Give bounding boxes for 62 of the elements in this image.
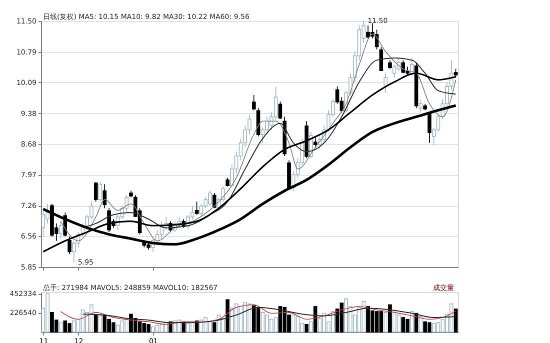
bar — [226, 299, 230, 332]
bar — [388, 304, 392, 332]
candlestick — [46, 203, 50, 224]
bar — [252, 305, 256, 332]
bar — [116, 324, 120, 332]
bar — [142, 323, 146, 332]
candlestick — [384, 72, 388, 94]
candlestick — [418, 98, 423, 113]
bar — [160, 324, 164, 332]
bar — [243, 302, 248, 332]
bar — [322, 312, 326, 332]
bar — [98, 315, 102, 332]
candlestick — [98, 182, 102, 202]
bar — [146, 324, 150, 332]
bar — [124, 318, 128, 332]
bar — [155, 324, 160, 332]
bar — [410, 311, 414, 332]
bar — [374, 311, 379, 332]
bar — [309, 321, 313, 332]
candlestick — [313, 136, 318, 148]
bar — [379, 311, 384, 332]
bar — [58, 322, 63, 332]
bar — [46, 293, 50, 332]
bar — [63, 320, 68, 332]
candlestick — [199, 203, 204, 218]
candlestick — [278, 101, 282, 120]
bar — [432, 323, 436, 332]
bar — [362, 300, 366, 332]
bar — [260, 312, 265, 332]
candlestick — [94, 182, 98, 202]
candlestick — [194, 201, 199, 216]
line-series — [82, 306, 456, 324]
bar — [282, 306, 287, 332]
line-series — [82, 58, 456, 228]
bar — [230, 308, 234, 332]
bar — [396, 314, 401, 332]
bar — [296, 316, 300, 332]
candlestick — [58, 220, 63, 240]
bar — [454, 308, 458, 332]
candlestick — [41, 210, 46, 237]
candlestick — [252, 94, 256, 111]
bar — [94, 314, 98, 332]
bar — [72, 320, 76, 332]
bar — [436, 322, 440, 332]
bar — [151, 326, 155, 332]
candlestick — [392, 64, 396, 78]
bar — [204, 317, 208, 332]
bar — [401, 317, 406, 332]
bar — [304, 324, 308, 332]
bar — [102, 314, 107, 332]
candlestick — [410, 58, 414, 76]
candlestick — [274, 86, 278, 122]
candlestick — [102, 184, 107, 209]
bar — [274, 317, 278, 332]
bar — [384, 312, 388, 332]
bar — [138, 321, 142, 332]
bar — [212, 322, 216, 332]
bar — [120, 320, 124, 332]
bar — [392, 310, 396, 332]
candlestick — [428, 112, 432, 144]
line-series — [60, 304, 456, 325]
bar — [291, 314, 296, 332]
